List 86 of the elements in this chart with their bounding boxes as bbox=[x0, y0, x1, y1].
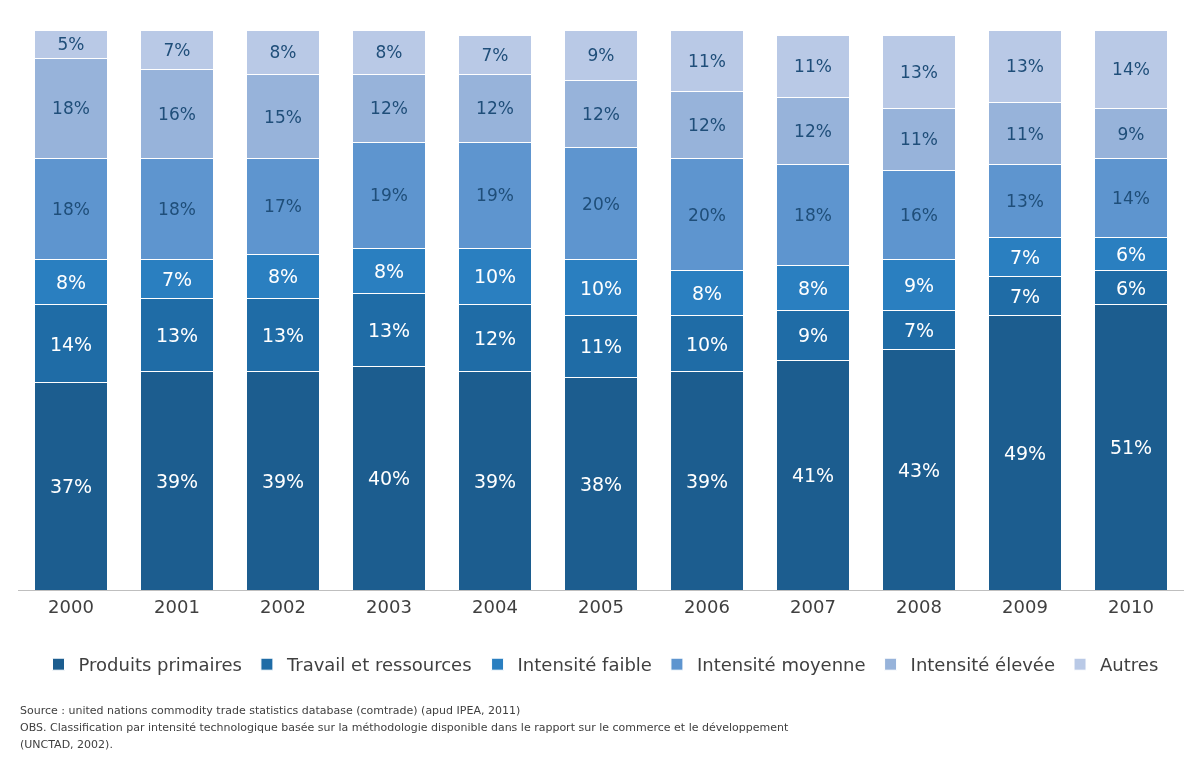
data-label: 9% bbox=[587, 45, 615, 66]
data-label: 13% bbox=[367, 318, 411, 341]
data-label: 10% bbox=[685, 332, 729, 355]
data-label: 37% bbox=[49, 475, 93, 498]
data-label: 17% bbox=[264, 196, 302, 217]
data-label: 15% bbox=[264, 106, 302, 127]
data-label: 8% bbox=[373, 259, 405, 282]
data-label: 18% bbox=[794, 204, 832, 225]
legend-label: Autres bbox=[1100, 654, 1159, 676]
data-label: 7% bbox=[1009, 245, 1041, 268]
data-label: 13% bbox=[1006, 56, 1044, 77]
data-label: 11% bbox=[579, 335, 623, 358]
data-label: 8% bbox=[267, 265, 299, 288]
data-label: 10% bbox=[473, 265, 517, 288]
data-label: 51% bbox=[1109, 436, 1153, 459]
data-label: 12% bbox=[794, 120, 832, 141]
data-label: 7% bbox=[1009, 285, 1041, 307]
data-label: 39% bbox=[685, 469, 729, 492]
data-label: 11% bbox=[1006, 123, 1044, 144]
x-tick-label: 2007 bbox=[790, 595, 836, 617]
x-tick-label: 2008 bbox=[896, 595, 942, 617]
x-tick-label: 2002 bbox=[260, 595, 306, 617]
data-label: 20% bbox=[582, 193, 620, 214]
data-label: 18% bbox=[52, 98, 90, 119]
data-label: 6% bbox=[1115, 243, 1147, 265]
data-label: 10% bbox=[579, 276, 623, 299]
data-label: 41% bbox=[791, 464, 835, 487]
x-tick-label: 2000 bbox=[48, 595, 94, 617]
data-label: 11% bbox=[794, 56, 832, 77]
data-label: 12% bbox=[688, 115, 726, 136]
data-label: 8% bbox=[691, 282, 723, 305]
legend-label: Produits primaires bbox=[78, 654, 242, 676]
data-label: 14% bbox=[49, 332, 93, 355]
legend-label: Intensité faible bbox=[517, 654, 652, 676]
data-label: 38% bbox=[579, 472, 623, 495]
data-label: 43% bbox=[897, 458, 941, 481]
data-label: 5% bbox=[57, 34, 85, 54]
x-tick-label: 2001 bbox=[154, 595, 200, 617]
data-label: 14% bbox=[1112, 188, 1150, 208]
data-label: 7% bbox=[161, 268, 193, 291]
data-label: 39% bbox=[155, 469, 199, 492]
data-label: 18% bbox=[158, 199, 196, 220]
data-label: 8% bbox=[797, 276, 829, 299]
data-label: 19% bbox=[476, 185, 514, 206]
data-label: 11% bbox=[900, 129, 938, 150]
data-label: 18% bbox=[52, 199, 90, 220]
data-label: 9% bbox=[1117, 123, 1145, 144]
data-label: 20% bbox=[688, 204, 726, 225]
data-label: 12% bbox=[473, 327, 517, 349]
data-label: 19% bbox=[370, 185, 408, 206]
x-tick-label: 2010 bbox=[1108, 595, 1154, 617]
legend-label: Intensité moyenne bbox=[696, 654, 866, 676]
legend-label: Intensité élevée bbox=[910, 654, 1056, 676]
data-label: 7% bbox=[481, 45, 509, 66]
data-label: 16% bbox=[900, 204, 938, 225]
x-tick-label: 2003 bbox=[366, 595, 412, 617]
data-label: 14% bbox=[1112, 59, 1150, 80]
data-label: 9% bbox=[797, 324, 829, 347]
text: OBS. Classification par intensité technologique basée sur la méthodologie disponible dans le rapport sur le commerce et le développement bbox=[20, 721, 789, 734]
x-tick-label: 2005 bbox=[578, 595, 624, 617]
data-label: 12% bbox=[582, 104, 620, 124]
source-note: Source : united nations commodity trade statistics database (comtrade) (apud IPEA, 2011) bbox=[20, 704, 521, 717]
data-label: 39% bbox=[473, 469, 517, 492]
data-label: 16% bbox=[158, 104, 196, 124]
x-tick-label: 2009 bbox=[1002, 595, 1048, 617]
x-tick-label: 2004 bbox=[472, 595, 518, 617]
data-label: 39% bbox=[261, 469, 305, 492]
data-label: 7% bbox=[163, 39, 191, 60]
data-label: 13% bbox=[900, 62, 938, 82]
data-label: 6% bbox=[1115, 276, 1147, 299]
data-label: 49% bbox=[1003, 441, 1047, 464]
data-label: 9% bbox=[903, 273, 935, 296]
data-label: 11% bbox=[688, 50, 726, 71]
data-label: 13% bbox=[1006, 190, 1044, 211]
data-label: 8% bbox=[269, 42, 297, 63]
data-label: 8% bbox=[375, 42, 403, 63]
data-label: 7% bbox=[903, 318, 935, 341]
data-label: 40% bbox=[367, 467, 411, 489]
x-tick-label: 2006 bbox=[684, 595, 730, 617]
data-label: 8% bbox=[55, 271, 87, 293]
data-label: 12% bbox=[370, 98, 408, 119]
text: (UNCTAD, 2002). bbox=[20, 738, 113, 751]
legend-label: Travail et ressources bbox=[285, 654, 472, 676]
data-label: 13% bbox=[261, 324, 305, 347]
data-label: 12% bbox=[476, 98, 514, 119]
data-label: 13% bbox=[155, 324, 199, 347]
